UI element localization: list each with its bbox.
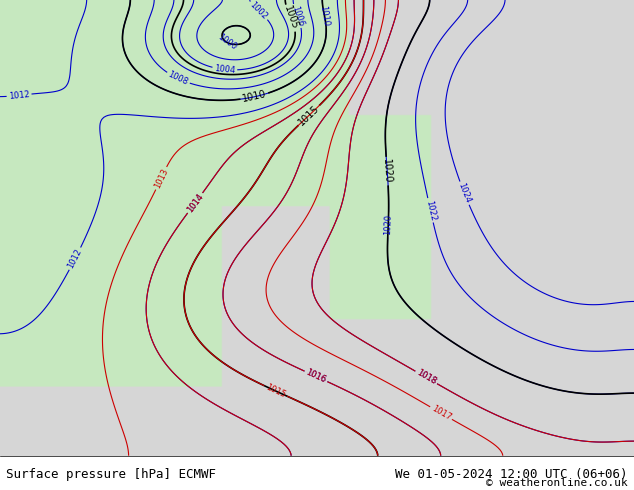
Text: 1008: 1008: [167, 70, 190, 87]
Text: © weatheronline.co.uk: © weatheronline.co.uk: [486, 478, 628, 488]
Text: 1016: 1016: [304, 368, 327, 385]
Text: 1016: 1016: [304, 368, 327, 385]
Text: Surface pressure [hPa] ECMWF: Surface pressure [hPa] ECMWF: [6, 467, 216, 481]
Text: 1002: 1002: [248, 0, 269, 22]
Text: 1020: 1020: [382, 158, 393, 184]
Text: 1024: 1024: [456, 182, 472, 205]
Text: 1004: 1004: [214, 64, 236, 75]
Text: 1006: 1006: [290, 4, 305, 27]
Text: 1018: 1018: [415, 368, 437, 387]
Text: 1018: 1018: [415, 368, 437, 387]
Text: 1020: 1020: [384, 214, 393, 236]
Text: 1012: 1012: [8, 90, 30, 101]
Text: 1014: 1014: [185, 192, 205, 214]
Text: 1013: 1013: [153, 167, 170, 190]
Text: We 01-05-2024 12:00 UTC (06+06): We 01-05-2024 12:00 UTC (06+06): [395, 467, 628, 481]
Text: 1010: 1010: [318, 5, 330, 27]
Text: 1000: 1000: [216, 33, 238, 52]
Text: 1014: 1014: [185, 192, 205, 214]
Text: 1010: 1010: [242, 89, 268, 104]
Text: 1005: 1005: [282, 4, 300, 31]
Text: 1015: 1015: [297, 103, 321, 127]
Text: 1022: 1022: [424, 199, 437, 221]
Text: 1015: 1015: [264, 383, 287, 399]
Text: 1012: 1012: [67, 247, 84, 270]
Text: 1017: 1017: [430, 404, 453, 422]
